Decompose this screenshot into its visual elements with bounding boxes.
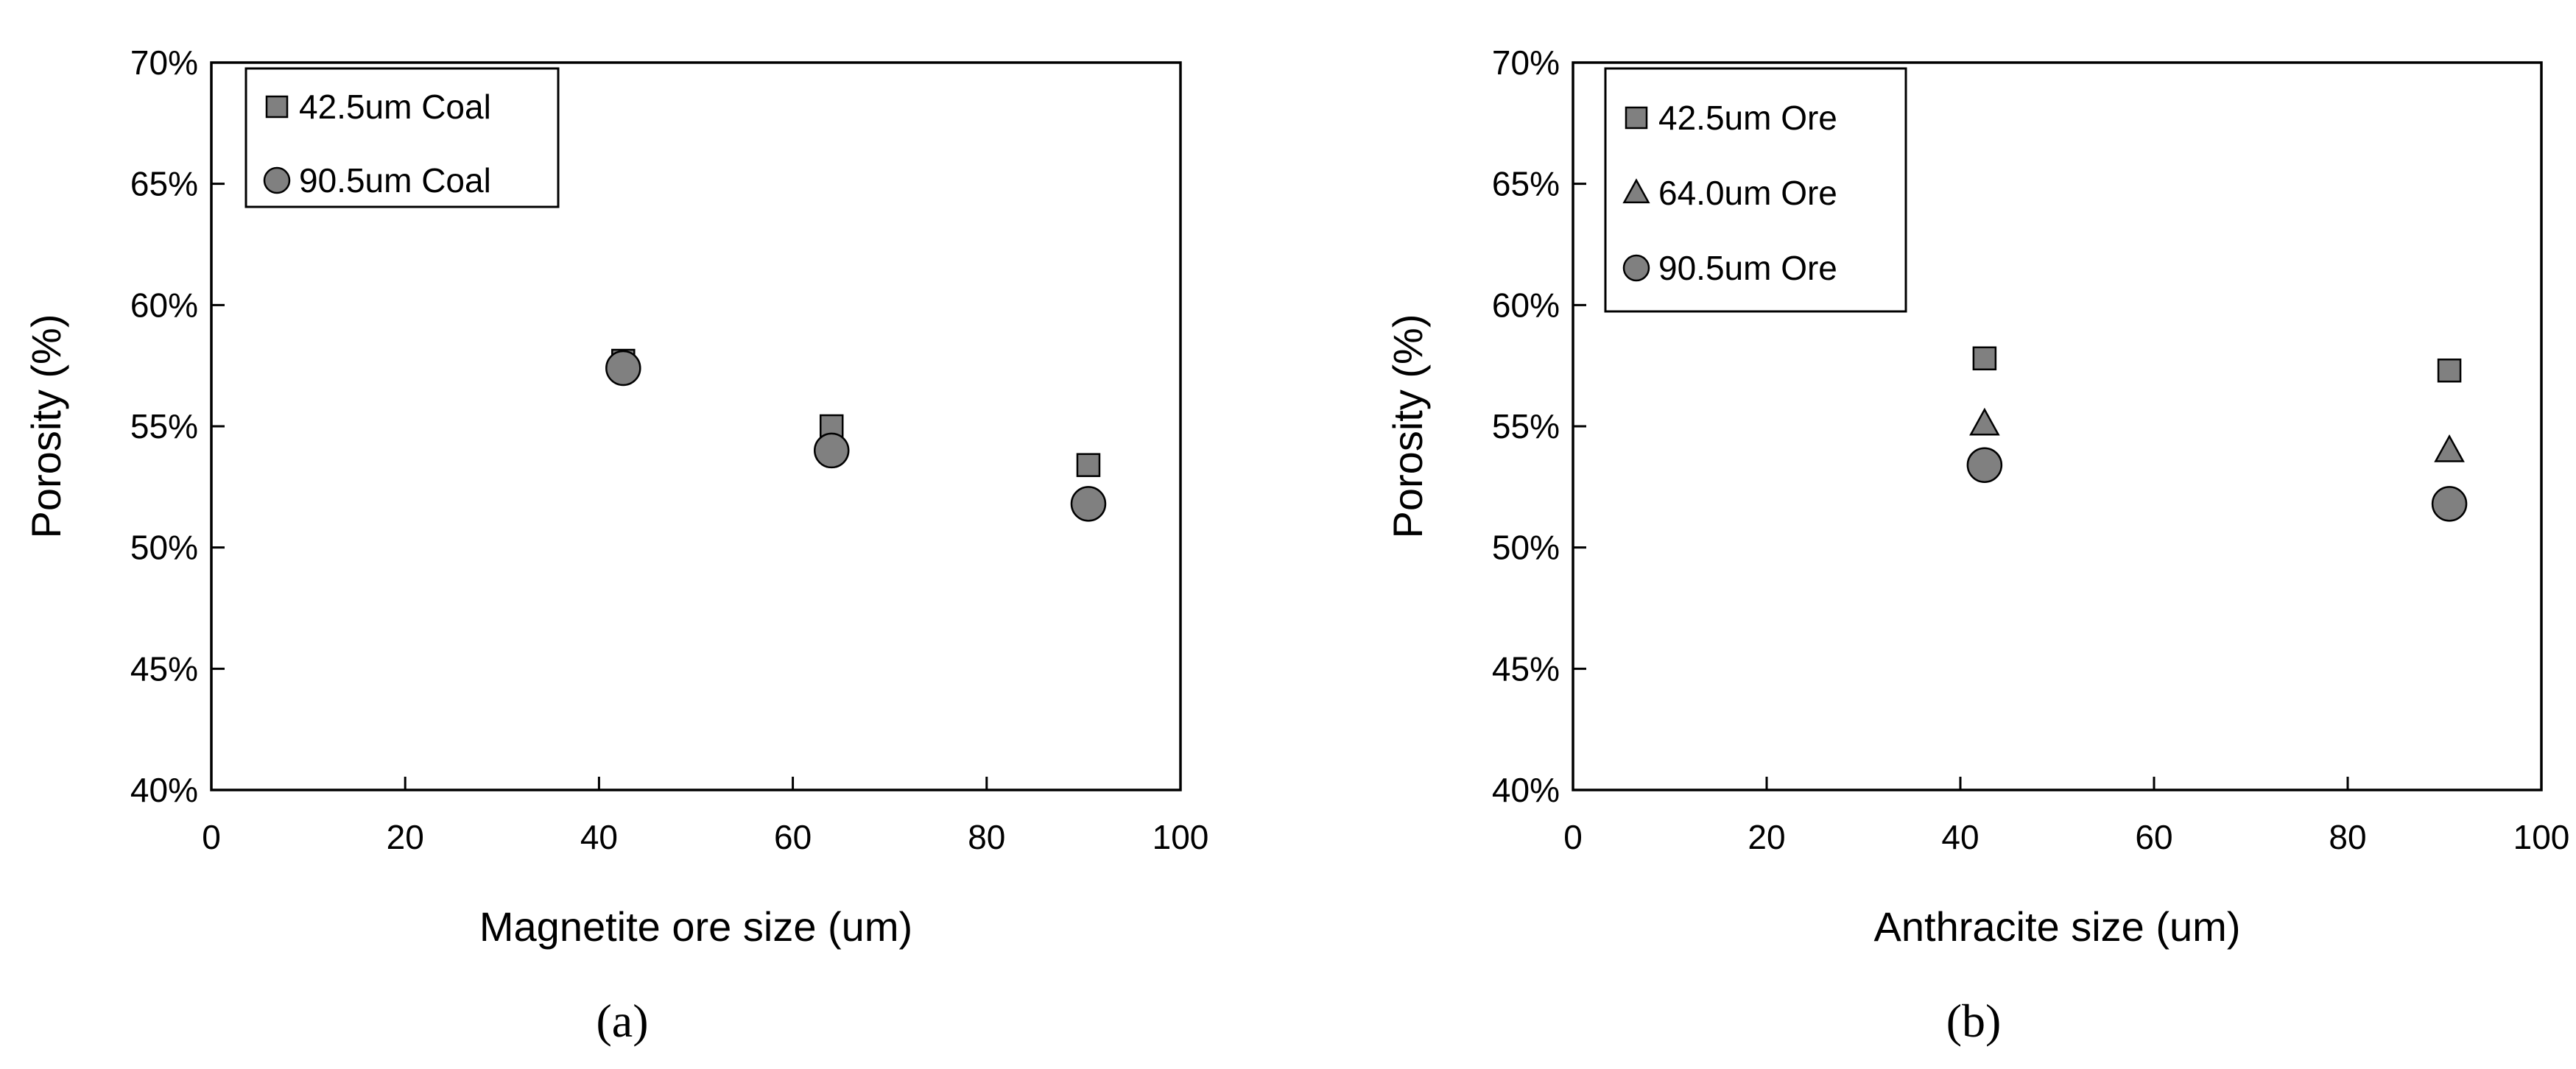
y-axis-label: Porosity (%) [23,314,69,539]
data-point-circle [813,432,850,469]
data-point-square [1076,453,1101,477]
panel-label: (a) [596,995,648,1047]
data-point-triangle [1969,407,2000,436]
data-point-circle [1966,447,2003,483]
legend-entry-label: 42.5um Coal [299,88,491,126]
data-point-square [1972,346,1997,371]
legend-box [244,67,560,208]
y-tick-label: 55% [1492,407,1560,445]
legend-marker-square [265,95,289,119]
legend-marker-circle [263,166,291,194]
x-axis-label: Anthracite size (um) [1874,903,2241,950]
data-point-circle [605,350,641,387]
y-tick-label: 45% [130,649,198,688]
data-point-circle [1070,486,1107,522]
legend-marker-circle [1622,254,1650,282]
legend-entry-label: 90.5um Coal [299,161,491,200]
legend-entry-label: 42.5um Ore [1658,99,1837,137]
y-tick-label: 45% [1492,649,1560,688]
y-tick-label: 50% [130,529,198,567]
x-tick-label: 40 [580,818,618,856]
x-tick-label: 40 [1941,818,1979,856]
chart-panel-b: 0 20 40 60 80 100 40% 45% 50% 55% 60% 65% 70% Anthrac… [1384,43,2569,1047]
legend-box [1604,67,1907,313]
data-point-circle [2431,486,2468,522]
y-tick-label: 40% [1492,771,1560,809]
legend-marker-triangle [1622,178,1650,204]
chart-panel-a: 0 20 40 60 80 100 40% 45% 50% 55% 60% 65% 70% Magneti… [23,43,1208,1047]
data-point-square [819,414,844,439]
x-tick-label: 100 [1152,818,1209,856]
y-tick-label: 40% [130,771,198,809]
y-tick-label: 60% [1492,286,1560,324]
x-tick-label: 60 [2135,818,2172,856]
y-tick-label: 70% [1492,43,1560,82]
y-tick-label: 50% [1492,529,1560,567]
y-tick-label: 55% [130,407,198,445]
legend-entry-label: 64.0um Ore [1658,174,1837,212]
x-tick-label: 20 [1748,818,1785,856]
x-tick-label: 100 [2513,818,2570,856]
y-tick-label: 60% [130,286,198,324]
y-axis-label: Porosity (%) [1384,314,1431,539]
x-tick-label: 60 [774,818,812,856]
x-tick-label: 20 [387,818,424,856]
x-tick-label: 80 [968,818,1005,856]
x-axis-label: Magnetite ore size (um) [479,903,912,950]
y-tick-label: 65% [130,165,198,203]
legend-entry-label: 90.5um Ore [1658,249,1837,287]
y-tick-label: 65% [1492,165,1560,203]
data-point-square [2437,359,2462,383]
panel-label: (b) [1946,995,2002,1047]
y-tick-label: 70% [130,43,198,82]
legend-marker-square [1625,106,1648,130]
data-point-triangle [2434,434,2465,462]
x-tick-label: 0 [1563,818,1583,856]
x-tick-label: 0 [202,818,221,856]
x-tick-label: 80 [2329,818,2366,856]
